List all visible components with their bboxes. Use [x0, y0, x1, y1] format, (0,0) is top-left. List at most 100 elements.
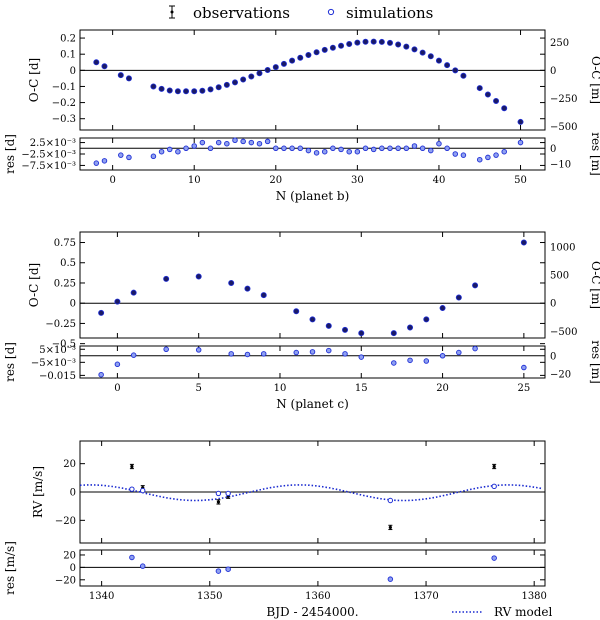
- residual-point: [163, 346, 169, 353]
- x-tick-label: 1350: [197, 591, 222, 602]
- y-tick-label: −20: [55, 516, 76, 527]
- data-point: [93, 59, 100, 66]
- data-point: [309, 316, 316, 323]
- residual-point: [428, 147, 434, 154]
- residual-point: [191, 143, 197, 149]
- data-point: [207, 86, 214, 93]
- data-point: [289, 57, 296, 64]
- observation-point: [216, 499, 221, 505]
- x-tick-label: 30: [351, 175, 364, 186]
- panel-frame: [79, 137, 546, 171]
- residual-point: [130, 352, 137, 358]
- x-tick-label: 0: [114, 383, 120, 394]
- data-point: [484, 91, 491, 98]
- residual-point: [407, 357, 413, 364]
- data-point: [411, 46, 418, 53]
- y-tick-label: 0: [70, 66, 76, 77]
- observation-point: [492, 463, 497, 470]
- residual-point: [281, 145, 287, 152]
- data-point: [435, 57, 442, 64]
- simulation-point: [225, 490, 231, 497]
- data-point: [460, 72, 467, 79]
- x-tick-label: 15: [355, 383, 368, 394]
- residual-point: [423, 358, 430, 364]
- data-point: [362, 38, 369, 45]
- data-point: [223, 81, 230, 88]
- legend-observations-label: observations: [193, 4, 290, 22]
- data-point: [130, 289, 137, 296]
- data-point: [98, 309, 105, 316]
- rv-model-curve: [79, 484, 543, 502]
- data-point: [423, 316, 430, 323]
- observation-marker: [216, 500, 221, 504]
- residual-point: [215, 568, 222, 574]
- residual-point: [362, 145, 369, 152]
- residual-point: [264, 138, 271, 145]
- x-tick-label: 1360: [305, 591, 330, 602]
- residual-point: [403, 145, 410, 152]
- residual-point: [521, 364, 527, 371]
- residual-point: [456, 349, 462, 356]
- data-point: [231, 79, 238, 86]
- data-point: [419, 49, 426, 56]
- data-point: [114, 298, 121, 305]
- data-point: [501, 105, 508, 112]
- y-tick-label: −20: [55, 575, 76, 586]
- residual-point: [419, 145, 426, 152]
- x-tick-label: 1370: [413, 591, 438, 602]
- residual-point: [387, 145, 393, 152]
- y-tick-label: 0: [70, 299, 76, 310]
- y-tick-label: 0.75: [54, 238, 76, 249]
- y-axis-label-right: res [m]: [589, 340, 600, 384]
- legend-observation-marker: [169, 5, 175, 19]
- data-point: [520, 239, 527, 246]
- residual-point: [354, 148, 361, 155]
- residual-point: [501, 148, 507, 155]
- data-point: [158, 85, 165, 92]
- y-tick-label-right: −500: [550, 122, 577, 133]
- x-tick-label: 10: [188, 175, 201, 186]
- y-axis-label: O-C [d]: [27, 58, 41, 102]
- residual-point: [293, 349, 299, 356]
- planet-b-residual-panel: 2.5×10⁻³−2.5×10⁻³−7.5×10⁻³ 0 −10 0 10 20 30 40 5…: [3, 132, 600, 203]
- data-point: [455, 294, 462, 301]
- data-point: [370, 38, 377, 45]
- data-point: [313, 49, 320, 56]
- residual-point: [93, 160, 100, 166]
- panel-frame: [79, 29, 546, 131]
- y-tick-label: −0.3: [52, 114, 76, 125]
- residual-point: [98, 371, 104, 378]
- y-axis-label: res [d]: [3, 342, 17, 382]
- residual-point: [224, 140, 230, 147]
- data-point: [150, 83, 157, 90]
- y-tick-label: −0.2: [52, 98, 76, 109]
- y-tick-label: −0.1: [52, 82, 76, 93]
- residual-point: [326, 347, 332, 354]
- planet-b-oc-panel: 0.2 0.1 0 −0.1 −0.2 −0.3 250 0 −250 −500 O-C [d] O-…: [27, 29, 600, 133]
- data-point: [325, 322, 332, 329]
- residual-point: [370, 146, 377, 153]
- legend-simulations-label: simulations: [346, 4, 433, 22]
- residual-point: [358, 354, 365, 360]
- data-point: [260, 292, 267, 299]
- x-tick-label: 1380: [521, 591, 546, 602]
- residual-point: [199, 139, 206, 146]
- residual-point: [517, 139, 524, 146]
- x-tick-label: 50: [514, 175, 527, 186]
- planet-c-oc-panel: 0.75 0.5 0.25 0 −0.25 −0.5 1000 500 0 −500 O-C [d]…: [27, 231, 600, 350]
- data-point: [244, 285, 251, 292]
- y-tick-label-right: −250: [550, 94, 577, 105]
- panel-frame: [79, 549, 546, 587]
- simulation-point: [215, 490, 222, 497]
- residual-point: [436, 140, 442, 147]
- data-point: [297, 54, 304, 61]
- y-axis-label-right: O-C [m]: [589, 56, 600, 104]
- data-point: [338, 42, 345, 49]
- panel-frame: [79, 231, 546, 339]
- residual-point: [460, 152, 467, 158]
- data-point: [117, 72, 124, 79]
- data-point: [199, 87, 206, 94]
- x-tick-label: 0: [109, 175, 115, 186]
- residual-point: [391, 360, 397, 366]
